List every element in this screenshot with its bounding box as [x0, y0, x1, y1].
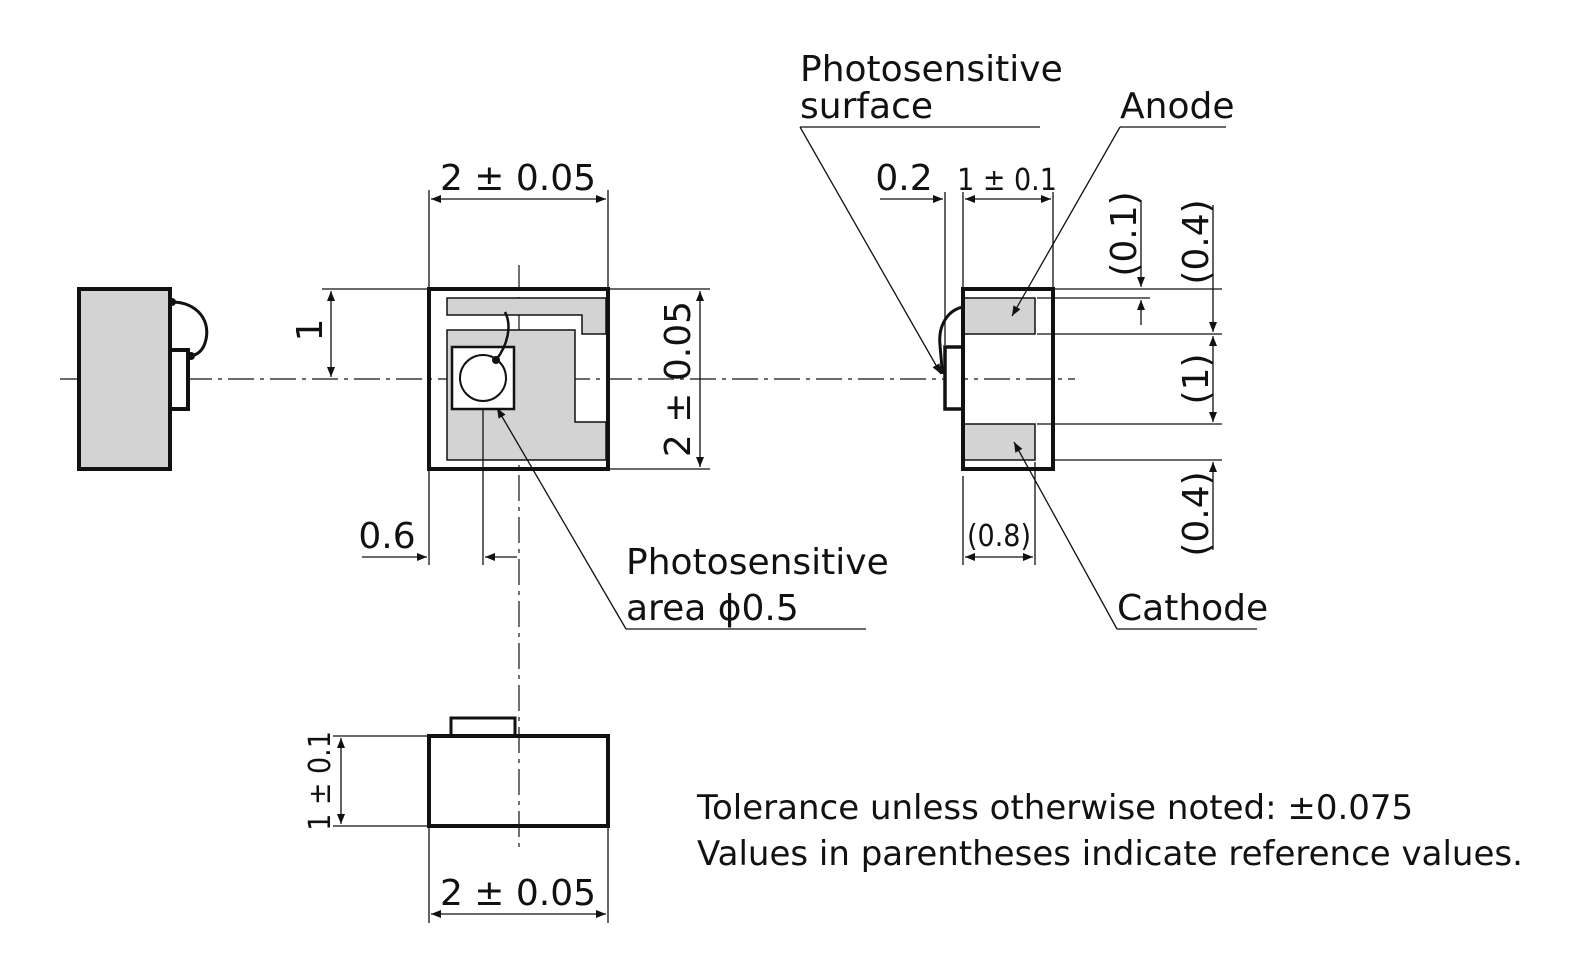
photosensitive-surface-label-line1: Photosensitive [800, 49, 1063, 90]
dim-front-height: 2 ± 0.05 [610, 288, 710, 470]
dim-ref-04-bottom-label: (0.4) [1176, 471, 1217, 556]
dim-side-offset-label: 0.2 [875, 158, 932, 199]
callout-cathode: Cathode [1013, 441, 1268, 630]
photosensitive-area-label-line2: area ϕ0.5 [626, 588, 799, 629]
cathode-pad [962, 423, 1036, 461]
dim-bottom-width-label: 2 ± 0.05 [440, 873, 596, 914]
bottom-view [427, 716, 610, 828]
dim-front-height-label: 2 ± 0.05 [658, 301, 699, 457]
photosensitive-area-label-line1: Photosensitive [626, 542, 889, 583]
callout-anode: Anode [1011, 86, 1234, 317]
dim-ref-04-top-label: (0.4) [1176, 199, 1217, 284]
left-side-view [77, 287, 209, 471]
dim-ref-01-label: (0.1) [1104, 191, 1145, 276]
dim-side-width-label: 1 ± 0.1 [957, 163, 1057, 198]
tolerance-note: Tolerance unless otherwise noted: ±0.075 [696, 788, 1413, 828]
dim-area-offset: 0.6 [358, 410, 517, 565]
dim-bottom-height: 1 ± 0.1 [303, 731, 427, 831]
dim-pad-offset: 1 [290, 288, 427, 377]
reference-note: Values in parentheses indicate reference… [697, 834, 1523, 874]
callout-photosensitive-surface: Photosensitive surface [799, 49, 1063, 375]
cathode-label: Cathode [1117, 588, 1268, 629]
dim-ref-08: (0.8) [962, 462, 1036, 565]
dim-top-width: 2 ± 0.05 [428, 158, 609, 287]
dim-area-offset-label: 0.6 [358, 516, 415, 557]
front-view [427, 287, 610, 471]
anode-label: Anode [1120, 86, 1234, 127]
dim-side-offset: 0.2 [875, 158, 964, 345]
right-side-view [938, 287, 1055, 471]
dim-ref-08-label: (0.8) [967, 519, 1031, 554]
dim-bottom-height-label: 1 ± 0.1 [303, 731, 338, 831]
dim-top-width-label: 2 ± 0.05 [440, 158, 596, 199]
photosensitive-surface-label-line2: surface [800, 86, 933, 127]
dim-ref-1-label: (1) [1176, 354, 1217, 405]
photosensitive-area-circle [459, 354, 507, 402]
anode-pad [962, 297, 1036, 335]
callout-photosensitive-area: Photosensitive area ϕ0.5 [496, 407, 889, 630]
dim-right-references: (0.1) (0.4) (1) (0.4) [1037, 191, 1222, 557]
dim-pad-offset-label: 1 [290, 319, 331, 342]
notes: Tolerance unless otherwise noted: ±0.075… [696, 788, 1523, 874]
dim-bottom-width: 2 ± 0.05 [428, 828, 609, 923]
dim-side-width: 1 ± 0.1 [957, 163, 1057, 287]
